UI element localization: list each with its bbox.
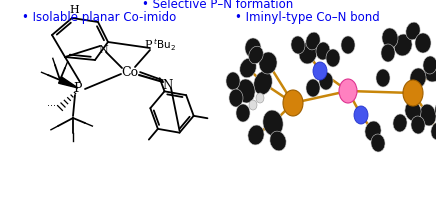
- Ellipse shape: [326, 49, 340, 67]
- Ellipse shape: [393, 114, 407, 132]
- Ellipse shape: [381, 44, 395, 62]
- Text: N: N: [163, 78, 173, 91]
- Ellipse shape: [365, 121, 381, 141]
- Ellipse shape: [382, 28, 398, 48]
- Text: Co: Co: [122, 65, 139, 78]
- Text: • Iminyl-type Co–N bond: • Iminyl-type Co–N bond: [235, 11, 380, 24]
- Ellipse shape: [423, 56, 436, 74]
- Ellipse shape: [415, 33, 431, 53]
- Ellipse shape: [236, 104, 250, 122]
- Ellipse shape: [411, 116, 425, 134]
- Ellipse shape: [283, 90, 303, 116]
- Ellipse shape: [406, 22, 420, 40]
- Ellipse shape: [291, 36, 305, 54]
- Ellipse shape: [435, 101, 436, 121]
- Polygon shape: [58, 77, 78, 88]
- Ellipse shape: [306, 79, 320, 97]
- Ellipse shape: [394, 34, 412, 56]
- Ellipse shape: [270, 131, 286, 151]
- Ellipse shape: [410, 68, 426, 88]
- Ellipse shape: [299, 42, 317, 64]
- Text: P: P: [74, 82, 82, 95]
- Text: N: N: [98, 45, 108, 55]
- Ellipse shape: [403, 80, 423, 106]
- Ellipse shape: [249, 100, 257, 110]
- Ellipse shape: [263, 110, 283, 136]
- Ellipse shape: [229, 89, 243, 107]
- Ellipse shape: [319, 72, 333, 90]
- Ellipse shape: [424, 60, 436, 82]
- Ellipse shape: [339, 79, 357, 103]
- Ellipse shape: [354, 106, 368, 124]
- Ellipse shape: [420, 104, 436, 126]
- Ellipse shape: [376, 69, 390, 87]
- Ellipse shape: [245, 38, 261, 58]
- Text: H: H: [69, 5, 79, 15]
- Ellipse shape: [306, 32, 320, 50]
- Text: • Isolable planar Co-imido: • Isolable planar Co-imido: [22, 11, 176, 24]
- Ellipse shape: [259, 52, 277, 74]
- Ellipse shape: [341, 36, 355, 54]
- Ellipse shape: [237, 79, 255, 103]
- Ellipse shape: [240, 58, 256, 78]
- Ellipse shape: [226, 72, 240, 90]
- Ellipse shape: [431, 122, 436, 140]
- Ellipse shape: [248, 125, 264, 145]
- Text: P: P: [144, 40, 152, 50]
- Ellipse shape: [256, 93, 264, 103]
- Ellipse shape: [405, 101, 421, 121]
- Ellipse shape: [313, 62, 327, 80]
- Ellipse shape: [316, 42, 330, 60]
- Ellipse shape: [254, 71, 272, 95]
- Text: $^t$Bu$_2$: $^t$Bu$_2$: [153, 37, 176, 53]
- Ellipse shape: [249, 46, 263, 64]
- Text: ....: ....: [47, 98, 59, 108]
- Ellipse shape: [371, 134, 385, 152]
- Text: • Selective P–N formation: • Selective P–N formation: [143, 0, 293, 11]
